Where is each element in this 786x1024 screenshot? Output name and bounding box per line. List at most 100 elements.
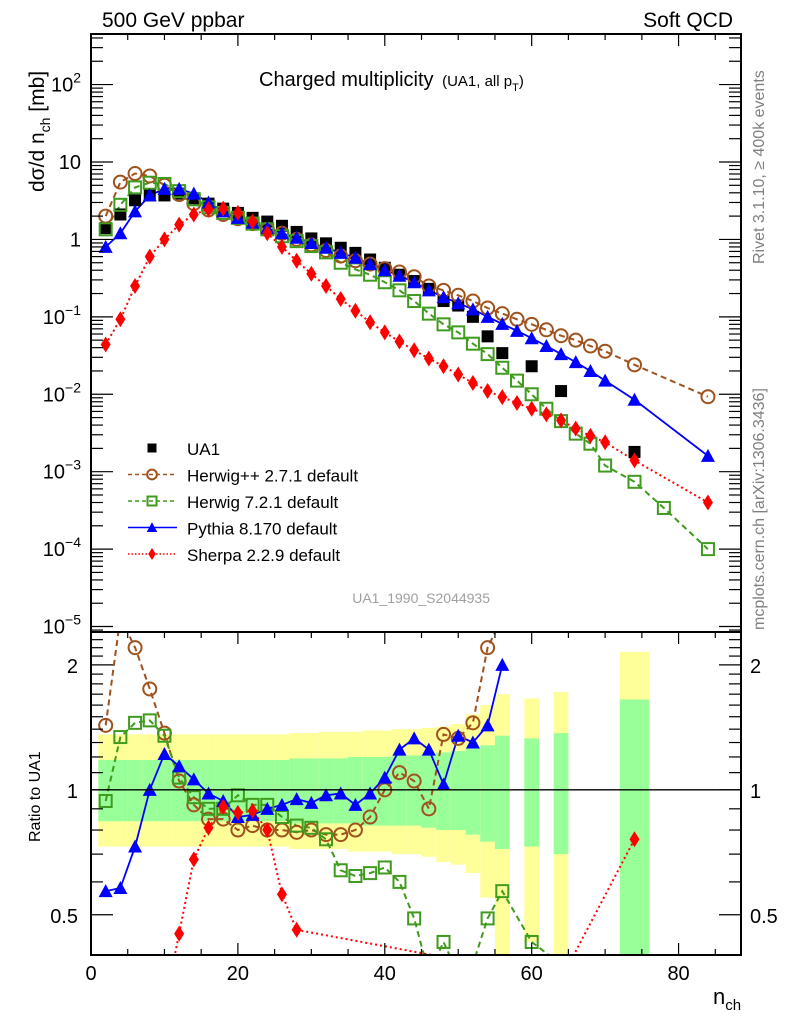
- main-point-herwig-7-2-1-default: [421, 306, 436, 321]
- main-point-pythia-8-170-default: [465, 302, 480, 316]
- main-point-ua1: [628, 445, 641, 458]
- y-axis-label-main: dσ/d n: [26, 132, 49, 192]
- ratio-point-sherpa-2-2-9-default: [159, 999, 169, 1015]
- ratio-band-inner: [259, 759, 275, 822]
- main-point-pythia-8-170-default: [348, 250, 363, 264]
- main-point-herwig-2-7-1-default: [538, 322, 554, 338]
- ratio-y-tick-label-right: 0.5: [750, 906, 778, 928]
- chart-title-suffix-end: ): [519, 73, 524, 90]
- main-point-herwig-7-2-1-default: [495, 360, 510, 375]
- main-point-sherpa-2-2-9-default: [335, 291, 346, 308]
- ratio-point-pythia-8-170-default: [201, 786, 216, 800]
- legend-entry-herwig-7-2-1-default: Herwig 7.2.1 default: [128, 493, 338, 512]
- main-point-sherpa-2-2-9-default: [629, 452, 640, 469]
- main-point-herwig-7-2-1-default: [700, 542, 715, 557]
- main-point-pythia-8-170-default: [157, 181, 172, 195]
- ratio-point-pythia-8-170-default: [186, 772, 201, 786]
- ratio-point-herwig-7-2-1-default: [289, 818, 304, 833]
- ratio-point-herwig-7-2-1-default: [407, 911, 422, 926]
- ratio-y-axis-label: Ratio to UA1: [27, 751, 44, 842]
- main-point-pythia-8-170-default: [113, 226, 128, 240]
- main-point-sherpa-2-2-9-default: [585, 427, 596, 444]
- ratio-point-sherpa-2-2-9-default: [629, 831, 640, 848]
- ratio-line-pythia-8-170-default: [105, 664, 504, 893]
- ratio-band-inner: [230, 759, 246, 822]
- ratio-band-inner: [289, 758, 304, 824]
- main-point-pythia-8-170-default: [451, 296, 466, 310]
- main-point-pythia-8-170-default: [539, 339, 554, 353]
- ratio-band-inner: [450, 751, 466, 831]
- ratio-point-herwig-7-2-1-default: [128, 715, 143, 730]
- main-point-pythia-8-170-default: [289, 230, 304, 244]
- y-tick-label: 102: [51, 70, 81, 97]
- main-point-herwig-7-2-1-default: [113, 197, 128, 212]
- main-point-herwig-2-7-1-default: [568, 332, 584, 348]
- header-category: Soft QCD: [643, 9, 733, 32]
- ratio-point-pythia-8-170-default: [274, 797, 289, 811]
- ratio-point-pythia-8-170-default: [465, 735, 480, 749]
- ratio-point-pythia-8-170-default: [98, 884, 113, 898]
- ratio-point-pythia-8-170-default: [319, 788, 334, 802]
- main-point-pythia-8-170-default: [421, 283, 436, 297]
- ratio-point-herwig-7-2-1-default: [201, 801, 216, 816]
- ratio-uncertainty-bands: [98, 651, 650, 955]
- main-point-pythia-8-170-default: [392, 268, 407, 282]
- main-point-pythia-8-170-default: [598, 373, 613, 387]
- ratio-point-herwig-7-2-1-default: [423, 968, 435, 980]
- ratio-point-pythia-8-170-default: [392, 742, 407, 756]
- ratio-point-herwig-2-7-1-default: [186, 797, 202, 813]
- main-point-herwig-2-7-1-default: [112, 174, 128, 190]
- ratio-point-herwig-2-7-1-default: [347, 822, 363, 838]
- ratio-point-herwig-7-2-1-default: [142, 713, 157, 728]
- main-point-sherpa-2-2-9-default: [526, 400, 537, 417]
- main-point-sherpa-2-2-9-default: [100, 336, 111, 353]
- ratio-point-pythia-8-170-default: [480, 718, 495, 732]
- axis-ticks: [90, 34, 741, 956]
- ratio-band-inner: [465, 748, 481, 835]
- ratio-y-tick-label-left: 2: [67, 656, 78, 678]
- ratio-point-herwig-7-2-1-default: [436, 934, 451, 949]
- x-axis-label-main: n: [713, 984, 725, 1009]
- ratio-band-inner: [619, 699, 650, 955]
- ratio-point-pythia-8-170-default: [348, 797, 363, 811]
- main-point-herwig-2-7-1-default: [524, 316, 540, 332]
- main-point-herwig-7-2-1-default: [656, 500, 671, 515]
- main-point-sherpa-2-2-9-default: [379, 324, 390, 341]
- ratio-point-herwig-7-2-1-default: [304, 820, 319, 835]
- x-tick-label: 0: [85, 963, 96, 985]
- main-point-herwig-7-2-1-default: [480, 347, 495, 362]
- ratio-point-herwig-7-2-1-default: [157, 728, 172, 743]
- ratio-point-pythia-8-170-default: [128, 839, 143, 853]
- main-point-sherpa-2-2-9-default: [511, 395, 522, 412]
- ratio-band-inner: [421, 753, 437, 828]
- ratio-point-herwig-2-7-1-default: [465, 715, 481, 731]
- legend-marker: [148, 548, 156, 560]
- x-tick-label: 60: [521, 963, 543, 985]
- main-point-herwig-7-2-1-default: [524, 387, 539, 402]
- main-point-pythia-8-170-default: [98, 239, 113, 253]
- main-point-herwig-2-7-1-default: [597, 343, 613, 359]
- ratio-point-sherpa-2-2-9-default: [203, 819, 214, 836]
- ratio-band-inner: [494, 735, 510, 850]
- x-tick-label: 40: [374, 963, 396, 985]
- main-point-sherpa-2-2-9-default: [218, 200, 229, 217]
- main-point-pythia-8-170-default: [583, 363, 598, 377]
- legend-entry-sherpa-2-2-9-default: Sherpa 2.2.9 default: [128, 546, 340, 565]
- main-point-pythia-8-170-default: [333, 245, 348, 259]
- ratio-frame: [90, 631, 742, 956]
- main-point-herwig-7-2-1-default: [598, 458, 613, 473]
- y-tick-label: 10−3: [43, 457, 81, 484]
- ratio-point-herwig-7-2-1-default: [480, 911, 495, 926]
- main-point-pythia-8-170-default: [509, 323, 524, 337]
- ratio-point-pythia-8-170-default: [436, 777, 451, 791]
- main-point-sherpa-2-2-9-default: [482, 383, 493, 400]
- main-point-ua1: [555, 385, 568, 398]
- main-point-sherpa-2-2-9-default: [247, 213, 258, 230]
- main-line-herwig-2-7-1-default: [104, 172, 709, 398]
- legend-marker: [146, 495, 158, 507]
- ratio-point-pythia-8-170-default: [407, 731, 422, 745]
- header-energy: 500 GeV ppbar: [102, 9, 244, 32]
- main-point-pythia-8-170-default: [700, 448, 715, 462]
- ratio-point-pythia-8-170-default: [113, 881, 128, 895]
- main-point-pythia-8-170-default: [495, 316, 510, 330]
